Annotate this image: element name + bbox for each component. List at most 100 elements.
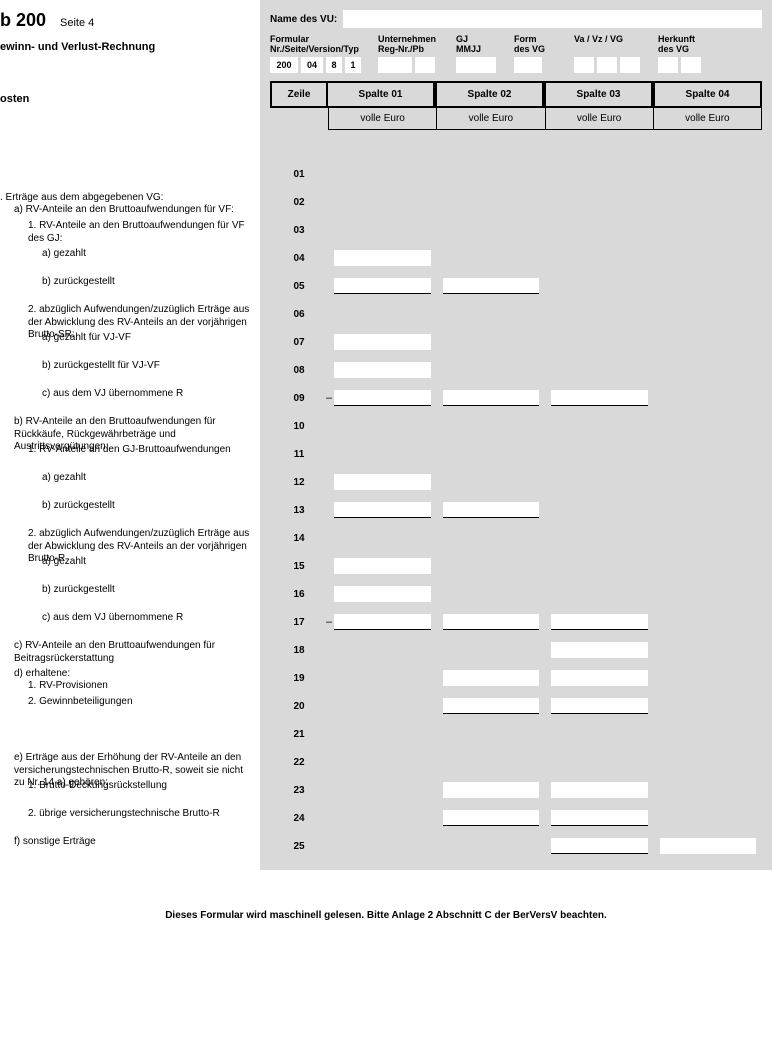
hdr-box[interactable] [658,57,678,73]
zeile-num: 08 [270,365,328,376]
row-09: 09– [270,384,762,412]
input-field[interactable] [334,278,431,294]
hdr-box[interactable]: 200 [270,57,298,73]
zeile-num: 17 [270,617,328,628]
line-label: 1. Brutto-Deckungsrückstellung [0,780,252,793]
cell [328,474,437,490]
row-21: 21 [270,720,762,748]
row-02: 02 [270,188,762,216]
zeile-num: 21 [270,729,328,740]
line-label: b) zurückgestellt [0,584,252,597]
form-code: b 200 [0,10,46,31]
left-column: b 200 Seite 4 ewinn- und Verlust-Rechnun… [0,0,260,870]
hdr-box[interactable] [681,57,701,73]
input-field[interactable] [443,810,540,826]
line-label: b) zurückgestellt für VJ-VF [0,360,252,373]
section-label: osten [0,93,252,105]
vu-input[interactable] [343,10,762,28]
row-07: 07 [270,328,762,356]
zeile-num: 04 [270,253,328,264]
hdr-box[interactable] [415,57,435,73]
zeile-num: 25 [270,841,328,852]
input-field[interactable] [334,502,431,518]
line-label: d) erhaltene: [0,668,252,681]
row-08: 08 [270,356,762,384]
line-label: 1. RV-Anteile an den GJ-Bruttoaufwendung… [0,444,252,457]
input-field[interactable] [443,278,540,294]
zeile-num: 13 [270,505,328,516]
col-s2: Spalte 02 [435,81,544,108]
input-field[interactable] [551,614,648,630]
line-label: 2. Gewinnbeteiligungen [0,696,252,709]
zeile-num: 01 [270,169,328,180]
input-field[interactable] [551,642,648,658]
row-10: 10 [270,412,762,440]
input-field[interactable] [334,362,431,378]
hdr-box[interactable]: 1 [345,57,361,73]
input-field[interactable] [443,782,540,798]
hdr-gj: GJMMJJ [456,34,514,73]
hdr-box[interactable] [574,57,594,73]
cell [545,390,654,406]
line-label: a) gezahlt [0,472,252,485]
table-subheader: volle Euro volle Euro volle Euro volle E… [270,108,762,130]
cell [545,670,654,686]
line-label: c) aus dem VJ übernommene R [0,612,252,625]
input-field[interactable] [334,586,431,602]
hdr-box[interactable]: 8 [326,57,342,73]
right-column: Name des VU: FormularNr./Seite/Version/T… [260,0,772,870]
line-label: b) zurückgestellt [0,500,252,513]
input-field[interactable] [551,782,648,798]
hdr-box[interactable]: 04 [301,57,323,73]
cell [437,670,546,686]
input-field[interactable] [334,614,431,630]
cell [328,334,437,350]
col-s1: Spalte 01 [328,81,435,108]
input-field[interactable] [443,614,540,630]
input-field[interactable] [334,474,431,490]
hdr-box[interactable] [597,57,617,73]
hdr-box[interactable] [378,57,412,73]
hdr-herkunft: Herkunftdes VG [658,34,718,73]
row-03: 03 [270,216,762,244]
line-label: 1. RV-Anteile an den Bruttoaufwendungen … [0,220,252,245]
zeile-num: 14 [270,533,328,544]
input-field[interactable] [334,334,431,350]
input-field[interactable] [660,838,757,854]
cell [654,838,763,854]
cell [328,502,437,518]
input-field[interactable] [551,838,648,854]
zeile-num: 19 [270,673,328,684]
input-field[interactable] [551,390,648,406]
page-label: Seite 4 [60,17,94,29]
row-16: 16 [270,580,762,608]
row-22: 22 [270,748,762,776]
line-label: . Erträge aus dem abgegebenen VG: [0,192,252,205]
line-label: 2. übrige versicherungstechnische Brutto… [0,808,252,821]
input-field[interactable] [334,390,431,406]
input-field[interactable] [443,670,540,686]
hdr-form_vg: Formdes VG [514,34,574,73]
line-label: c) RV-Anteile an den Bruttoaufwendungen … [0,640,252,665]
hdr-box[interactable] [620,57,640,73]
zeile-num: 22 [270,757,328,768]
input-field[interactable] [443,502,540,518]
input-field[interactable] [551,810,648,826]
input-field[interactable] [334,558,431,574]
hdr-box[interactable] [456,57,496,73]
input-field[interactable] [443,390,540,406]
line-label: f) sonstige Erträge [0,836,252,849]
input-field[interactable] [334,250,431,266]
cell [328,250,437,266]
input-field[interactable] [551,670,648,686]
row-13: 13 [270,496,762,524]
input-field[interactable] [443,698,540,714]
input-field[interactable] [551,698,648,714]
cell [437,390,546,406]
cell [328,586,437,602]
vu-label: Name des VU: [270,14,337,25]
row-01: 01 [270,160,762,188]
row-06: 06 [270,300,762,328]
zeile-num: 06 [270,309,328,320]
hdr-box[interactable] [514,57,542,73]
